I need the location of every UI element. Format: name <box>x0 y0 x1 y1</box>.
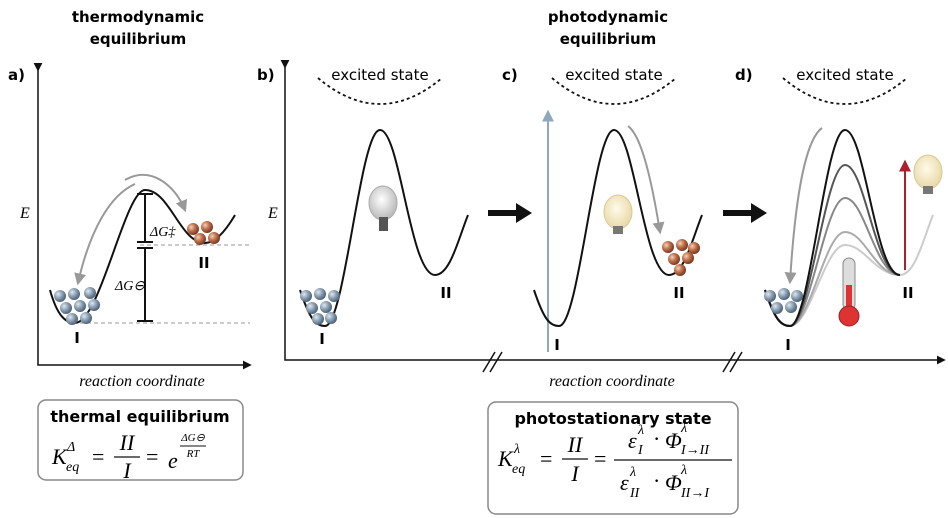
eq-sign: = <box>540 446 552 471</box>
eq-term: ε <box>628 428 637 453</box>
eq-exp: ΔG⊖ <box>180 432 205 444</box>
barrier-label: ΔG‡ <box>149 225 176 240</box>
axis-label: reaction coordinate <box>79 373 204 390</box>
header: thermodynamic <box>72 8 204 26</box>
thermometer <box>839 258 859 326</box>
arrow <box>78 184 135 283</box>
panel-d: d) excited state I II <box>735 66 942 354</box>
eq-sub: eq <box>66 460 79 475</box>
panel-c: c) excited state I II <box>502 66 702 354</box>
header: equilibrium <box>90 30 187 48</box>
panel-label: a) <box>8 66 25 84</box>
figure: thermodynamic equilibrium photodynamic e… <box>0 0 948 518</box>
panel-b: b) E excited state I II <box>257 66 468 348</box>
state-label: I <box>319 330 325 348</box>
eq-term: Φ <box>665 470 682 495</box>
barrier-label: ΔG⊖ <box>114 279 145 294</box>
excited-label: excited state <box>565 66 662 84</box>
state-label: I <box>74 329 80 347</box>
equation-box: thermal equilibrium K Δ eq = II I = e ΔG… <box>38 400 243 483</box>
excited-label: excited state <box>331 66 428 84</box>
eq-sign: = <box>594 446 606 471</box>
eq-sub: II→I <box>680 486 710 501</box>
header: photodynamic <box>548 8 668 26</box>
axis-label: reaction coordinate <box>549 373 674 390</box>
eq-sign: = <box>146 444 158 469</box>
eq-num: II <box>119 430 136 455</box>
state-label: II <box>902 284 913 302</box>
eq-num: II <box>567 432 584 457</box>
panel-label: c) <box>502 66 518 84</box>
axis-label: E <box>19 205 30 222</box>
state-label: II <box>440 284 451 302</box>
panel-label: d) <box>735 66 753 84</box>
header: equilibrium <box>560 30 657 48</box>
bulb-on <box>914 155 942 194</box>
eq-sup: λ <box>680 463 687 478</box>
bulb-off <box>369 186 397 231</box>
eq-sub: II <box>629 486 641 501</box>
bulb-on <box>604 195 632 234</box>
excited-label: excited state <box>796 66 893 84</box>
eq-sup: λ <box>680 421 687 436</box>
state-label: II <box>198 254 209 272</box>
equation-box: photostationary state K λ eq = II I = ε … <box>488 402 738 514</box>
molecules <box>54 221 220 325</box>
box-title: thermal equilibrium <box>50 407 229 426</box>
eq-base: e <box>168 448 178 473</box>
state-label: I <box>785 336 791 354</box>
eq-sup: λ <box>637 423 644 438</box>
state-label: I <box>554 336 560 354</box>
state-label: II <box>673 284 684 302</box>
eq-dot: · <box>653 426 660 451</box>
eq-sup: Δ <box>66 440 75 455</box>
eq-sub: I→II <box>680 443 710 458</box>
eq-term: ε <box>620 470 629 495</box>
energy-bar <box>137 194 153 321</box>
eq-sign: = <box>92 444 104 469</box>
eq-term: Φ <box>665 428 682 453</box>
eq-sup: λ <box>513 442 520 457</box>
axis-label: E <box>267 205 278 222</box>
eq-sup: λ <box>629 465 636 480</box>
panel-a: a) E ΔG‡ ΔG⊖ I II reaction coordinate <box>8 66 250 390</box>
eq-dot: · <box>653 468 660 493</box>
eq-sub: eq <box>512 462 525 477</box>
eq-exp: RT <box>186 448 201 460</box>
panel-label: b) <box>257 66 275 84</box>
